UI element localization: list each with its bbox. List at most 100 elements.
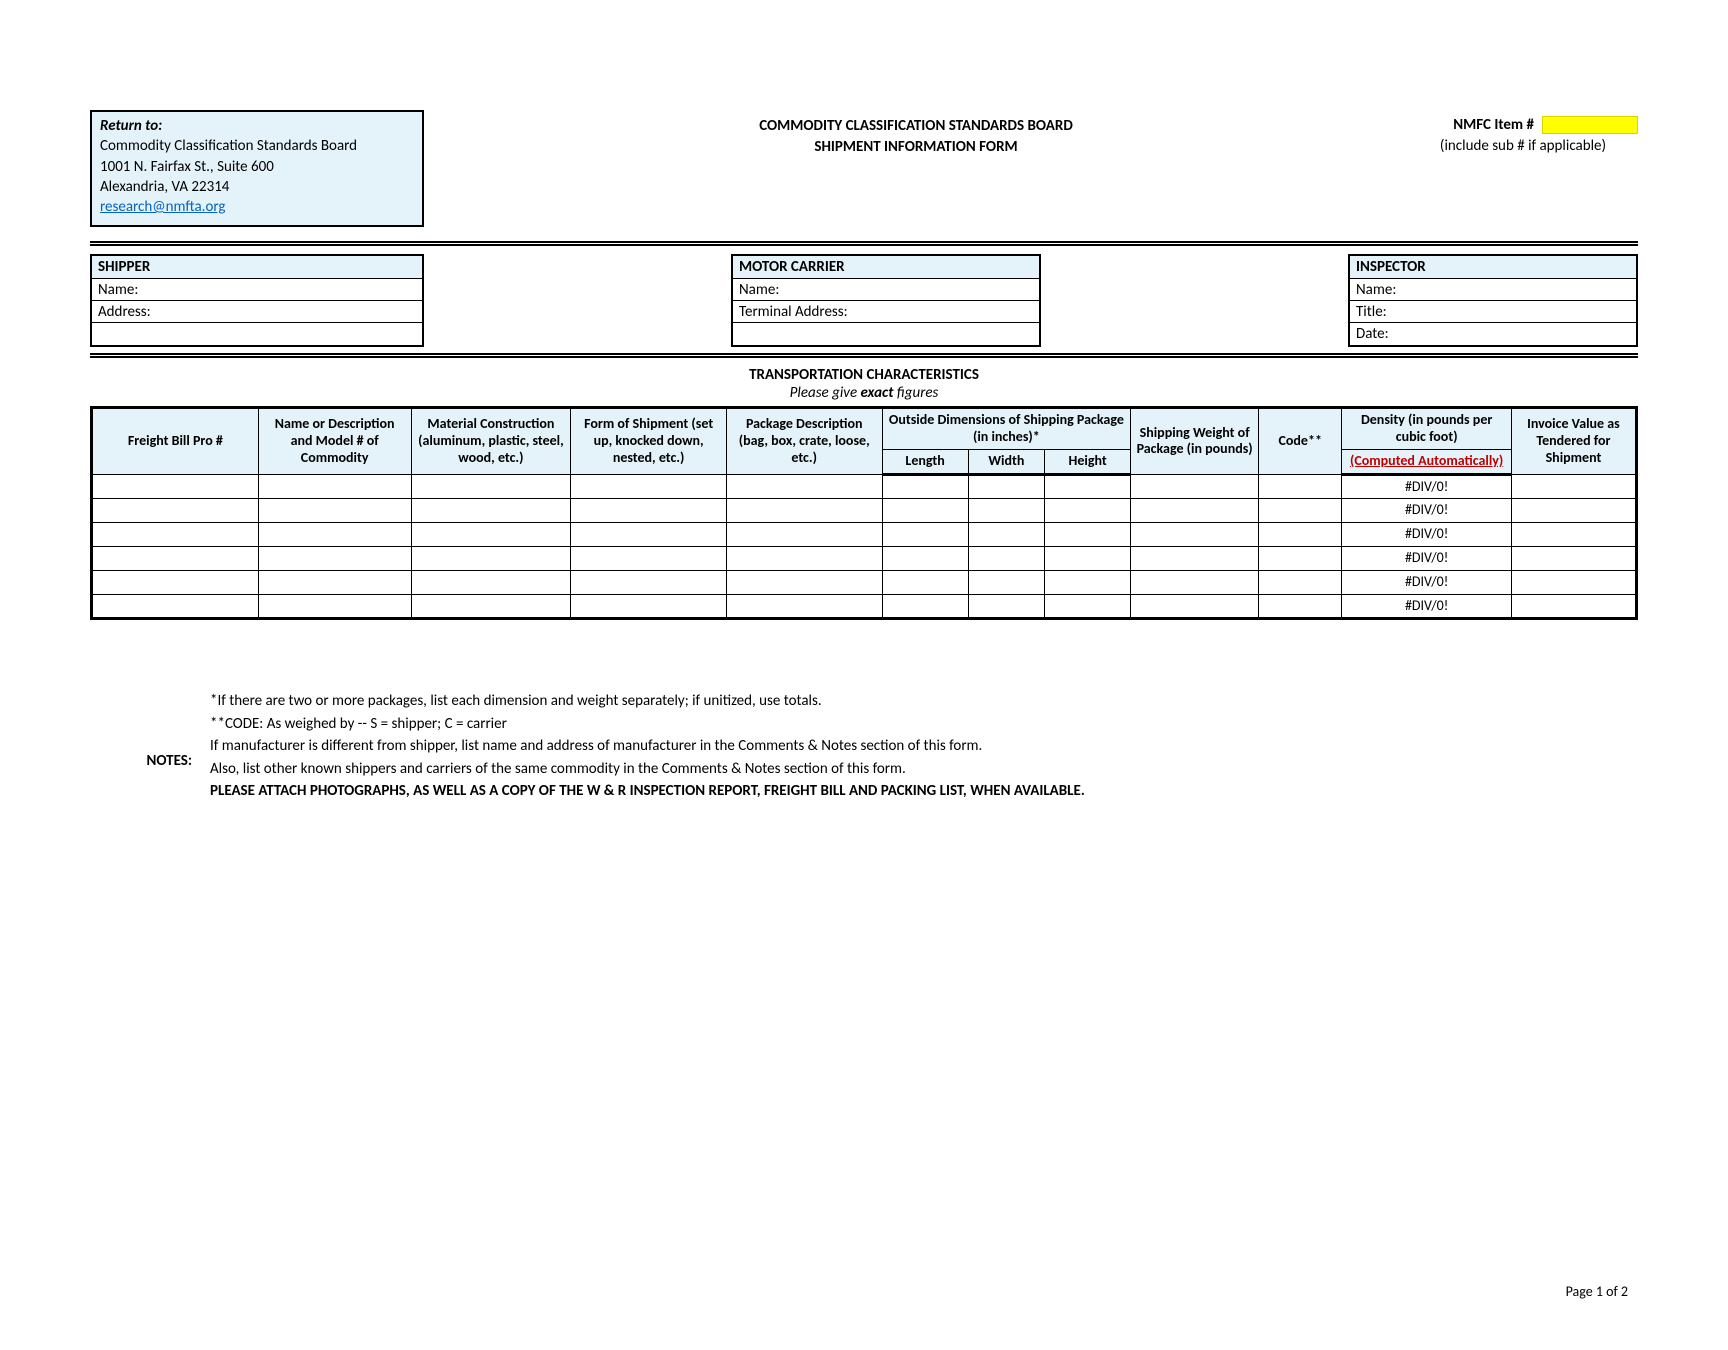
table-cell[interactable] — [1131, 547, 1259, 571]
table-cell[interactable] — [726, 570, 882, 594]
table-cell[interactable] — [1511, 523, 1636, 547]
table-cell[interactable] — [1045, 474, 1131, 499]
table-row: #DIV/0! — [92, 547, 1637, 571]
table-row: #DIV/0! — [92, 523, 1637, 547]
carrier-address[interactable]: Terminal Address: — [733, 301, 1039, 323]
nmfc-box: NMFC Item # (include sub # if applicable… — [1408, 110, 1638, 155]
table-cell[interactable] — [1131, 499, 1259, 523]
carrier-blank[interactable] — [733, 323, 1039, 345]
shipper-name[interactable]: Name: — [92, 279, 422, 301]
table-cell[interactable] — [258, 499, 411, 523]
table-cell[interactable]: #DIV/0! — [1342, 570, 1512, 594]
table-cell[interactable] — [1259, 523, 1342, 547]
table-cell[interactable] — [258, 547, 411, 571]
table-cell[interactable] — [726, 499, 882, 523]
table-cell[interactable] — [258, 523, 411, 547]
table-cell[interactable] — [726, 547, 882, 571]
inspector-date[interactable]: Date: — [1350, 323, 1636, 345]
table-cell[interactable] — [882, 570, 968, 594]
table-cell[interactable] — [571, 547, 727, 571]
table-cell[interactable] — [1259, 570, 1342, 594]
table-cell[interactable] — [726, 474, 882, 499]
carrier-box: MOTOR CARRIER Name: Terminal Address: — [731, 254, 1041, 347]
table-cell[interactable] — [1131, 570, 1259, 594]
table-cell[interactable] — [1045, 499, 1131, 523]
table-cell[interactable] — [92, 594, 259, 619]
shipper-box: SHIPPER Name: Address: — [90, 254, 424, 347]
table-cell[interactable] — [1511, 594, 1636, 619]
table-row: #DIV/0! — [92, 594, 1637, 619]
table-cell[interactable] — [571, 523, 727, 547]
notes-block: NOTES: *If there are two or more package… — [90, 690, 1638, 803]
table-cell[interactable] — [411, 547, 571, 571]
table-cell[interactable]: #DIV/0! — [1342, 523, 1512, 547]
table-cell[interactable] — [92, 523, 259, 547]
note-line-1: **CODE: As weighed by -- S = shipper; C … — [210, 713, 1638, 736]
table-cell[interactable] — [411, 499, 571, 523]
table-cell[interactable]: #DIV/0! — [1342, 594, 1512, 619]
table-cell[interactable] — [571, 474, 727, 499]
table-cell[interactable] — [1511, 499, 1636, 523]
table-cell[interactable] — [882, 594, 968, 619]
table-cell[interactable] — [968, 594, 1044, 619]
table-cell[interactable] — [258, 474, 411, 499]
table-cell[interactable] — [882, 474, 968, 499]
table-cell[interactable] — [92, 499, 259, 523]
return-label: Return to: — [100, 117, 162, 135]
notes-text: *If there are two or more packages, list… — [210, 690, 1638, 803]
inspector-name[interactable]: Name: — [1350, 279, 1636, 301]
table-cell[interactable]: #DIV/0! — [1342, 499, 1512, 523]
table-cell[interactable]: #DIV/0! — [1342, 547, 1512, 571]
table-cell[interactable] — [411, 523, 571, 547]
table-cell[interactable] — [411, 474, 571, 499]
table-cell[interactable] — [571, 594, 727, 619]
return-addr1: 1001 N. Fairfax St., Suite 600 — [100, 157, 414, 177]
table-cell[interactable] — [1045, 570, 1131, 594]
return-email-link[interactable]: research@nmfta.org — [100, 198, 225, 216]
table-cell[interactable] — [1259, 547, 1342, 571]
table-cell[interactable] — [1045, 523, 1131, 547]
shipper-address[interactable]: Address: — [92, 301, 422, 323]
table-cell[interactable] — [1511, 570, 1636, 594]
table-cell[interactable] — [726, 523, 882, 547]
carrier-name[interactable]: Name: — [733, 279, 1039, 301]
table-cell[interactable] — [1259, 594, 1342, 619]
inspector-title[interactable]: Title: — [1350, 301, 1636, 323]
table-cell[interactable] — [882, 499, 968, 523]
table-cell[interactable] — [1511, 474, 1636, 499]
table-cell[interactable] — [1131, 594, 1259, 619]
characteristics-table: Freight Bill Pro # Name or Description a… — [90, 406, 1638, 620]
table-cell[interactable] — [882, 523, 968, 547]
table-cell[interactable] — [726, 594, 882, 619]
table-cell[interactable] — [571, 570, 727, 594]
table-cell[interactable] — [1131, 523, 1259, 547]
table-cell[interactable] — [968, 523, 1044, 547]
table-cell[interactable] — [92, 474, 259, 499]
table-cell[interactable] — [1045, 594, 1131, 619]
hdr-freight: Freight Bill Pro # — [92, 408, 259, 474]
note-line-3: Also, list other known shippers and carr… — [210, 758, 1638, 781]
table-cell[interactable] — [411, 570, 571, 594]
table-cell[interactable] — [1259, 499, 1342, 523]
table-cell[interactable] — [968, 547, 1044, 571]
table-cell[interactable] — [968, 499, 1044, 523]
inspector-box: INSPECTOR Name: Title: Date: — [1348, 254, 1638, 347]
table-cell[interactable] — [571, 499, 727, 523]
nmfc-item-field[interactable] — [1542, 116, 1638, 134]
table-cell[interactable] — [92, 570, 259, 594]
table-cell[interactable] — [1045, 547, 1131, 571]
table-cell[interactable] — [411, 594, 571, 619]
table-cell[interactable] — [1131, 474, 1259, 499]
hdr-name: Name or Description and Model # of Commo… — [258, 408, 411, 474]
table-cell[interactable] — [1259, 474, 1342, 499]
table-cell[interactable] — [258, 570, 411, 594]
table-cell[interactable] — [968, 474, 1044, 499]
table-cell[interactable] — [1511, 547, 1636, 571]
table-cell[interactable] — [882, 547, 968, 571]
table-cell[interactable] — [968, 570, 1044, 594]
table-cell[interactable]: #DIV/0! — [1342, 474, 1512, 499]
header-row: Return to: Commodity Classification Stan… — [90, 110, 1638, 227]
table-cell[interactable] — [92, 547, 259, 571]
shipper-blank[interactable] — [92, 323, 422, 345]
table-cell[interactable] — [258, 594, 411, 619]
